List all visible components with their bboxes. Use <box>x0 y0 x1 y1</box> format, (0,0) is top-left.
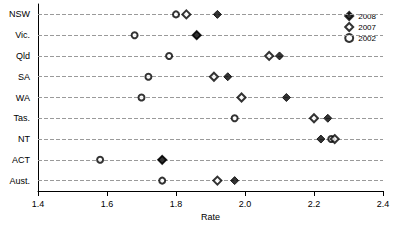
svg-text:WA: WA <box>16 93 30 103</box>
svg-text:2.2: 2.2 <box>308 199 321 209</box>
svg-text:2.0: 2.0 <box>239 199 252 209</box>
svg-text:Aust.: Aust. <box>9 176 30 186</box>
svg-text:Rate: Rate <box>201 212 220 222</box>
svg-text:2007: 2007 <box>358 23 376 32</box>
svg-text:NT: NT <box>18 134 30 144</box>
svg-text:Qld: Qld <box>16 51 30 61</box>
svg-text:1.4: 1.4 <box>32 199 45 209</box>
svg-text:NSW: NSW <box>9 9 31 19</box>
svg-text:2.4: 2.4 <box>377 199 390 209</box>
svg-text:2002: 2002 <box>358 34 376 43</box>
svg-text:1.8: 1.8 <box>170 199 183 209</box>
svg-text:Tas.: Tas. <box>13 113 30 123</box>
svg-text:SA: SA <box>18 72 30 82</box>
svg-text:ACT: ACT <box>12 155 31 165</box>
svg-text:Vic.: Vic. <box>15 30 30 40</box>
svg-text:2008: 2008 <box>358 12 376 21</box>
svg-text:1.6: 1.6 <box>101 199 114 209</box>
